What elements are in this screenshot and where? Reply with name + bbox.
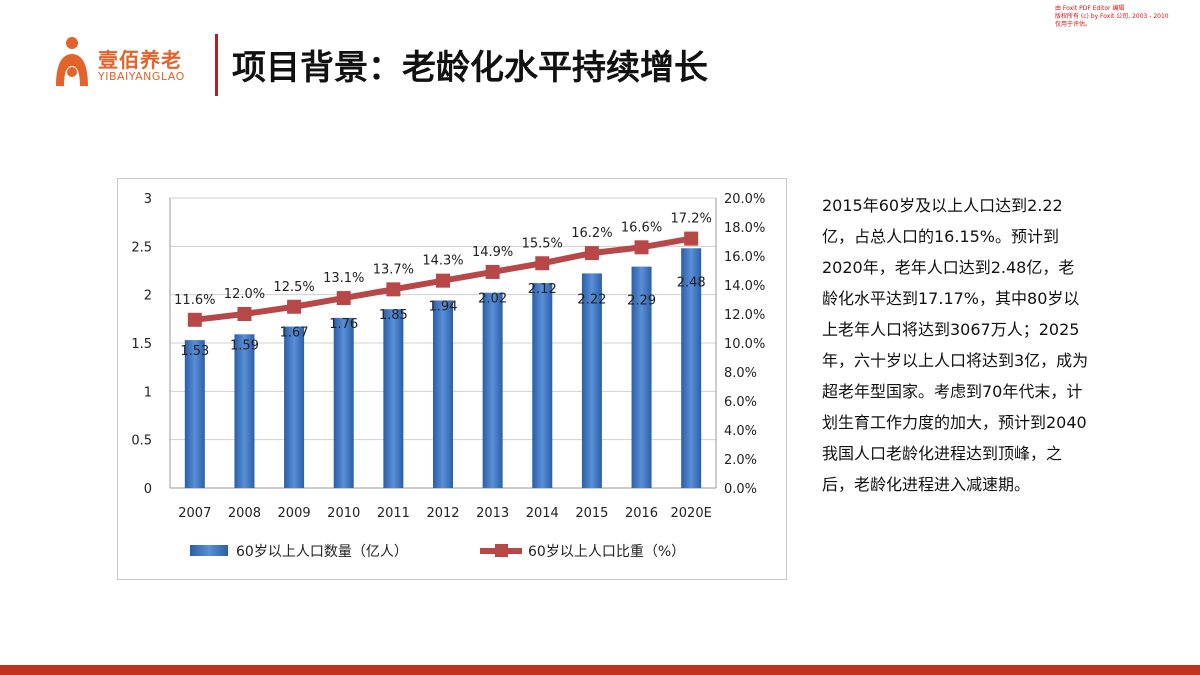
- y-right-tick-label: 6.0%: [724, 395, 757, 410]
- bar-data-label: 1.59: [230, 338, 259, 353]
- bar-data-label: 2.12: [528, 282, 557, 297]
- bar: [532, 283, 553, 488]
- legend-bar-label: 60岁以上人口数量（亿人）: [236, 544, 408, 560]
- watermark-line: 由 Foxit PDF Editor 编辑: [1055, 5, 1125, 12]
- y-left-tick-label: 0.5: [131, 434, 152, 449]
- logo-icon: [56, 37, 88, 86]
- line-marker: [336, 291, 351, 306]
- combo-chart: 0 0.5 1 1.5 2 2.5 3 0.0% 2.0% 4.0% 6.0% 8.0% 10.0% 12…: [131, 192, 765, 560]
- watermark: 由 Foxit PDF Editor 编辑 版权所有 (c) by Foxit …: [1055, 5, 1195, 29]
- watermark-line: 仅用于评估。: [1055, 21, 1092, 28]
- y-left-tick-label: 0: [144, 482, 152, 497]
- line-data-label: 13.1%: [323, 271, 364, 286]
- line-marker: [535, 256, 550, 271]
- line-marker: [287, 299, 302, 314]
- y-right-tick-label: 16.0%: [724, 250, 765, 265]
- line-data-label: 13.7%: [373, 262, 414, 277]
- y-left-tick-label: 2: [144, 289, 152, 304]
- bar: [681, 248, 702, 488]
- line-marker: [485, 264, 500, 279]
- x-tick-label: 2016: [625, 506, 658, 521]
- bar: [482, 292, 503, 488]
- legend-line-label: 60岁以上人口比重（%）: [528, 544, 685, 560]
- y-left-tick-label: 3: [144, 192, 152, 207]
- bar-data-label: 1.67: [280, 326, 309, 341]
- line-data-label: 15.5%: [522, 236, 563, 251]
- line-data-label: 14.3%: [422, 254, 463, 269]
- footer-bar: [0, 665, 1200, 675]
- line-data-label: 12.5%: [273, 280, 314, 295]
- line-marker: [684, 231, 699, 246]
- x-tick-label: 2009: [278, 506, 311, 521]
- bar: [581, 273, 602, 488]
- line-data-label: 16.6%: [621, 220, 662, 235]
- line-marker: [237, 307, 252, 321]
- line-data-label: 11.6%: [174, 293, 215, 308]
- x-tick-label: 2020E: [671, 506, 712, 521]
- line-marker: [386, 282, 401, 297]
- x-tick-label: 2010: [327, 506, 360, 521]
- y-right-tick-label: 2.0%: [724, 453, 757, 468]
- bar: [284, 326, 305, 488]
- y-left-tick-label: 1: [144, 385, 152, 400]
- logo-name: 壹佰养老: [98, 48, 182, 72]
- bar-data-label: 2.02: [478, 292, 507, 307]
- line-marker: [187, 312, 202, 327]
- bar-data-label: 2.29: [627, 294, 656, 309]
- description-text: 2015年60岁及以上人口达到2.22亿，占总人口的16.15%。预计到2020…: [822, 196, 1089, 494]
- bar-data-label: 1.94: [429, 299, 458, 314]
- y-right-tick-label: 18.0%: [724, 221, 765, 236]
- bar: [631, 266, 652, 488]
- y-left-tick-label: 1.5: [131, 337, 152, 352]
- chart-container: 0 0.5 1 1.5 2 2.5 3 0.0% 2.0% 4.0% 6.0% 8.0% 10.0% 12…: [117, 178, 787, 580]
- y-right-tick-label: 0.0%: [724, 482, 757, 497]
- bar-data-label: 1.76: [329, 317, 358, 332]
- watermark-line: 版权所有 (c) by Foxit 公司, 2003 - 2010: [1055, 13, 1169, 20]
- bar: [433, 300, 453, 488]
- line-data-label: 16.2%: [571, 226, 612, 241]
- bar: [383, 309, 404, 488]
- y-right-tick-label: 14.0%: [724, 279, 765, 294]
- y-left-tick-label: 2.5: [131, 240, 152, 255]
- legend-line-marker: [495, 544, 508, 557]
- title-divider: [215, 34, 218, 96]
- x-tick-label: 2015: [575, 506, 608, 521]
- x-tick-label: 2008: [228, 506, 261, 521]
- bar-data-label: 2.22: [577, 292, 606, 307]
- x-tick-label: 2012: [426, 506, 459, 521]
- page-title: 项目背景：老龄化水平持续增长: [232, 48, 708, 88]
- bar-data-label: 2.48: [677, 275, 706, 290]
- logo-subtitle: YIBAIYANGLAO: [98, 70, 185, 83]
- line-data-label: 14.9%: [472, 245, 513, 260]
- line-data-label: 12.0%: [224, 287, 265, 302]
- bar-data-label: 1.53: [180, 344, 209, 359]
- x-tick-label: 2007: [178, 506, 211, 521]
- line-marker: [634, 240, 649, 255]
- line-marker: [584, 246, 599, 261]
- x-tick-label: 2013: [476, 506, 509, 521]
- bar: [333, 317, 354, 488]
- bar-data-label: 1.85: [379, 308, 408, 323]
- legend-bar-swatch: [190, 545, 228, 556]
- y-right-tick-label: 10.0%: [724, 337, 765, 352]
- y-right-tick-label: 20.0%: [724, 192, 765, 207]
- bar: [234, 334, 255, 488]
- x-tick-label: 2014: [526, 506, 559, 521]
- bar: [184, 340, 205, 488]
- line-marker: [436, 273, 450, 288]
- y-right-tick-label: 8.0%: [724, 366, 757, 381]
- y-right-tick-label: 12.0%: [724, 308, 765, 323]
- line-data-label: 17.2%: [671, 212, 712, 227]
- y-right-tick-label: 4.0%: [724, 424, 757, 439]
- x-tick-label: 2011: [377, 506, 410, 521]
